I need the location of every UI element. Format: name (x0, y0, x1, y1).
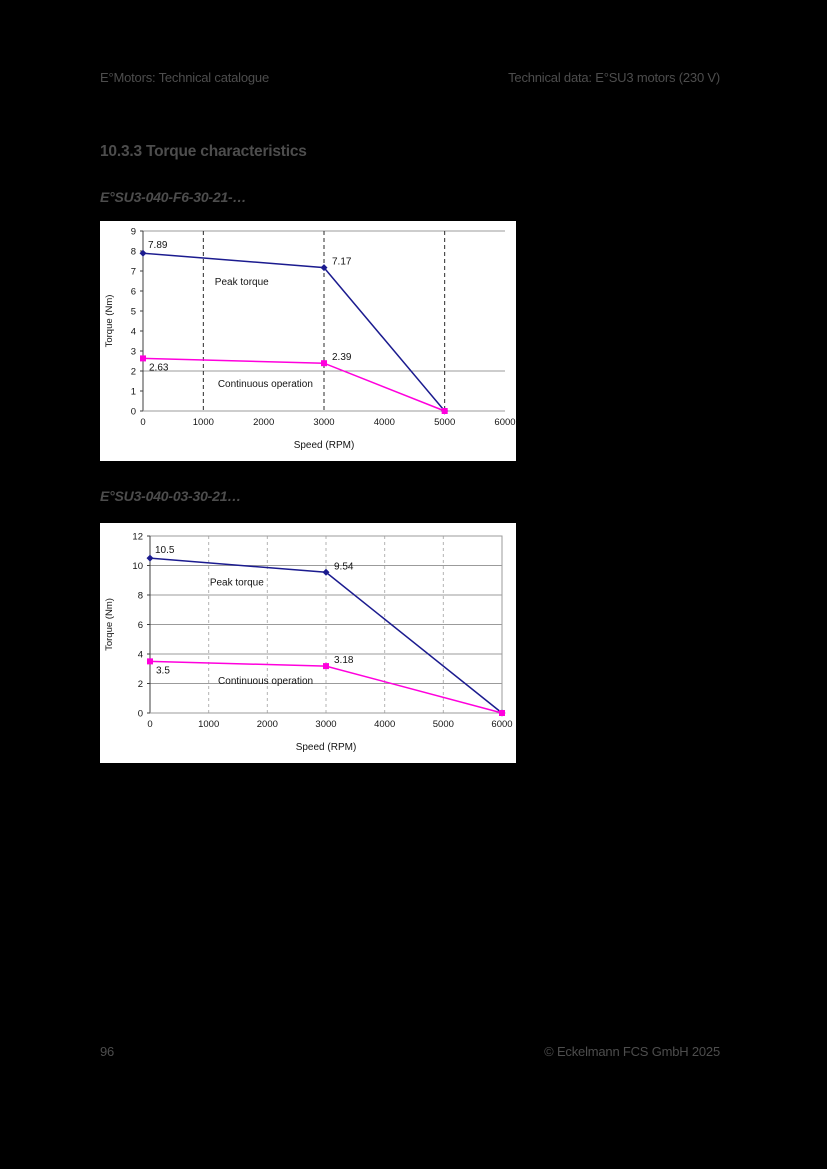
header-right-text: Technical data: E°SU3 motors (230 V) (508, 70, 720, 85)
svg-text:3.5: 3.5 (156, 665, 170, 676)
svg-text:Torque (Nm): Torque (Nm) (104, 598, 115, 651)
figure-2-subtitle: E°SU3-040-03-30-21… (100, 488, 242, 504)
svg-text:Peak torque: Peak torque (215, 277, 269, 288)
svg-text:6: 6 (138, 620, 143, 631)
svg-text:3000: 3000 (313, 417, 334, 428)
svg-text:2: 2 (131, 366, 136, 377)
torque-chart-2: 0 2 4 6 8 10 12 0 1000 2000 3000 4000 5000 6000 Speed … (100, 523, 516, 763)
svg-text:Peak torque: Peak torque (210, 578, 264, 589)
svg-text:4000: 4000 (374, 417, 395, 428)
svg-text:5: 5 (131, 306, 136, 317)
svg-text:10.5: 10.5 (155, 545, 175, 556)
svg-text:10: 10 (132, 561, 143, 572)
svg-text:9.54: 9.54 (334, 561, 354, 572)
section-title: 10.3.3 Torque characteristics (100, 143, 307, 160)
svg-text:12: 12 (132, 531, 143, 542)
svg-text:2.63: 2.63 (149, 362, 169, 373)
svg-text:2000: 2000 (253, 417, 274, 428)
svg-text:6: 6 (131, 286, 136, 297)
svg-text:5000: 5000 (433, 719, 454, 730)
svg-text:3.18: 3.18 (334, 655, 354, 666)
svg-text:0: 0 (138, 708, 143, 719)
svg-text:Speed (RPM): Speed (RPM) (296, 742, 357, 753)
svg-text:7.17: 7.17 (332, 257, 352, 268)
svg-text:1: 1 (131, 386, 136, 397)
torque-chart-2-plot: 0 2 4 6 8 10 12 0 1000 2000 3000 4000 5000 6000 Speed … (104, 531, 513, 753)
svg-text:Speed (RPM): Speed (RPM) (294, 440, 355, 451)
svg-text:6000: 6000 (491, 719, 512, 730)
svg-text:2.39: 2.39 (332, 352, 352, 363)
svg-text:0: 0 (131, 406, 136, 417)
svg-text:6000: 6000 (494, 417, 515, 428)
svg-text:0: 0 (147, 719, 152, 730)
svg-text:2: 2 (138, 679, 143, 690)
footer-page-number: 96 (100, 1044, 115, 1059)
svg-text:Continuous operation: Continuous operation (218, 379, 313, 390)
svg-text:8: 8 (138, 590, 143, 601)
svg-text:7: 7 (131, 266, 136, 277)
svg-text:8: 8 (131, 246, 136, 257)
svg-text:3: 3 (131, 346, 136, 357)
header-left-text: E°Motors: Technical catalogue (100, 70, 269, 85)
svg-text:0: 0 (140, 417, 145, 428)
figure-1-subtitle: E°SU3-040-F6-30-21-… (100, 189, 247, 205)
svg-text:1000: 1000 (193, 417, 214, 428)
svg-text:4000: 4000 (374, 719, 395, 730)
footer-copyright: © Eckelmann FCS GmbH 2025 (544, 1044, 720, 1059)
torque-chart-1: 0 1 2 3 4 5 6 7 8 9 0 1000 2000 3000 4000 5000 6000 Speed… (100, 221, 516, 461)
torque-chart-1-plot: 0 1 2 3 4 5 6 7 8 9 0 1000 2000 3000 4000 5000 6000 Speed… (104, 226, 516, 451)
svg-text:5000: 5000 (434, 417, 455, 428)
svg-text:Torque (Nm): Torque (Nm) (104, 295, 115, 348)
svg-text:4: 4 (131, 326, 136, 337)
svg-text:1000: 1000 (198, 719, 219, 730)
svg-text:9: 9 (131, 226, 136, 237)
svg-text:7.89: 7.89 (148, 240, 168, 251)
svg-text:Continuous operation: Continuous operation (218, 676, 313, 687)
svg-text:3000: 3000 (315, 719, 336, 730)
svg-text:2000: 2000 (257, 719, 278, 730)
svg-text:4: 4 (138, 649, 143, 660)
